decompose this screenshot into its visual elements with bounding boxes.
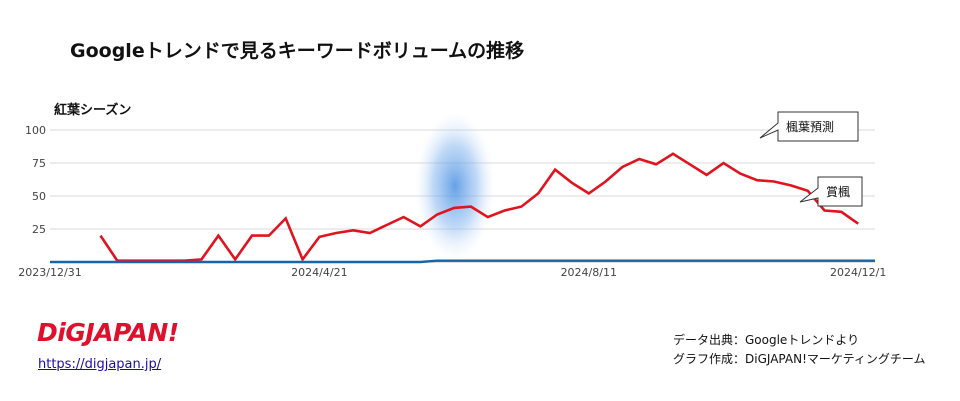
callout-momiji: 楓葉預測 [759,111,859,142]
callout-shoufuu-text: 賞楓 [826,184,850,199]
chart-subtitle: 紅葉シーズン [54,103,132,118]
y-tick-label: 100 [25,124,46,137]
callout-shoufuu: 賞楓 [799,176,863,207]
series-line-red [99,152,859,263]
y-tick-label: 50 [32,190,46,203]
callout-momiji-text: 楓葉預測 [786,119,834,134]
digjapan-logo: DiGJAPAN! [37,318,179,347]
x-tick-label: 2024/8/11 [561,266,617,279]
credits: データ出典：Googleトレンドより グラフ作成：DiGJAPAN!マーケティン… [673,331,926,369]
axis-labels: 25 50 75 100 2023/12/31 2024/4/21 2024/8/11 202… [18,124,886,279]
y-tick-label: 75 [32,157,46,170]
series-line-blue [50,259,875,264]
chart-title: Googleトレンドで見るキーワードボリュームの推移 [70,40,525,62]
x-tick-label: 2023/12/31 [18,266,81,279]
site-link[interactable]: https://digjapan.jp/ [38,357,162,372]
highlight-glow [415,112,495,260]
x-tick-label: 2024/4/21 [291,266,347,279]
credit-maker: グラフ作成：DiGJAPAN!マーケティングチーム [673,352,926,366]
series-group [49,152,876,264]
credit-source: データ出典：Googleトレンドより [673,333,860,347]
x-tick-label: 2024/12/1 [830,266,886,279]
y-tick-label: 25 [32,223,46,236]
